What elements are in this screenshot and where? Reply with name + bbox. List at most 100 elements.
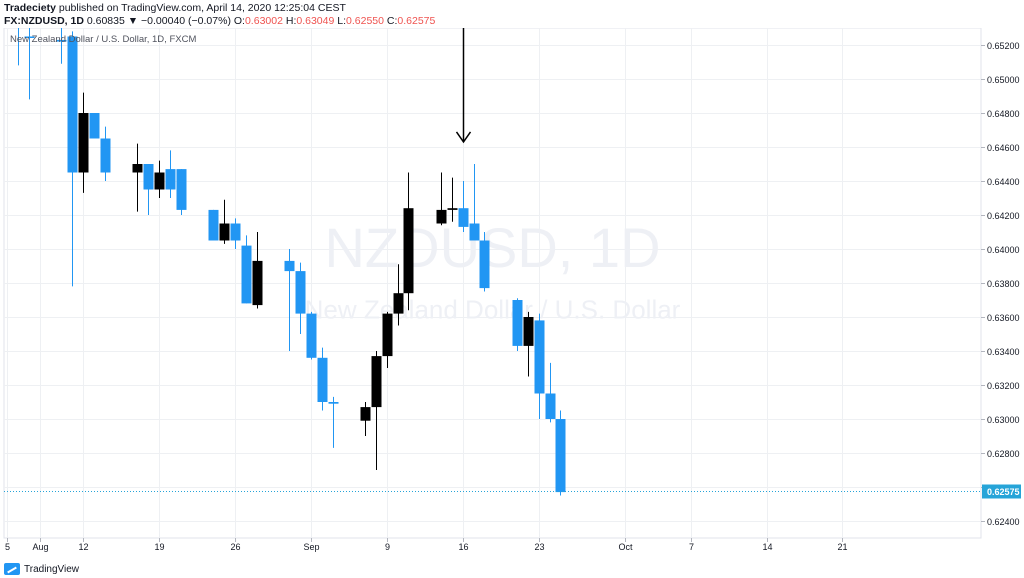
candle-body: [89, 113, 100, 139]
candle-body: [393, 293, 404, 314]
publish-info: Tradeciety published on TradingView.com,…: [4, 2, 346, 14]
candle: [458, 181, 469, 232]
y-tick-label: 0.64600: [987, 143, 1020, 153]
y-tick-label: 0.64200: [987, 211, 1020, 221]
candle-body: [403, 208, 414, 294]
x-tick-label: 26: [230, 542, 240, 552]
footer-brand[interactable]: TradingView: [24, 563, 80, 575]
candle-body: [100, 138, 111, 173]
y-tick-label: 0.63000: [987, 415, 1020, 425]
candle-body: [512, 300, 523, 346]
candle: [382, 311, 393, 368]
candle: [154, 160, 165, 198]
watermark-symbol: NZDUSD, 1D: [324, 216, 660, 279]
candle-body: [306, 313, 317, 358]
tradingview-logo-icon: [4, 563, 20, 575]
y-tick-label: 0.63200: [987, 381, 1020, 391]
candle-body: [165, 169, 176, 190]
candle: [241, 235, 252, 304]
x-tick-label: Sep: [303, 542, 319, 552]
candle-body: [230, 223, 241, 241]
candle: [512, 298, 523, 351]
candle: [89, 113, 100, 139]
candle: [18, 28, 19, 66]
candle: [100, 126, 111, 181]
author-name[interactable]: Tradeciety: [4, 2, 56, 14]
candle: [56, 28, 67, 64]
last-price-tag: [982, 484, 1021, 499]
footer: TradingView: [4, 560, 79, 578]
publish-text: published on TradingView.com, April 14, …: [58, 2, 346, 14]
low-label: L:: [337, 15, 347, 27]
y-tick-label: 0.65000: [987, 75, 1020, 85]
candle-body: [219, 223, 230, 241]
price-chart[interactable]: 0.624000.626000.628000.630000.632000.634…: [0, 28, 1024, 560]
candle: [306, 311, 317, 360]
y-tick-label: 0.64400: [987, 177, 1020, 187]
candle: [165, 150, 176, 198]
chart-header: Tradeciety published on TradingView.com,…: [0, 0, 1024, 28]
candle-body: [241, 245, 252, 304]
candle-body: [436, 209, 447, 224]
annotation-arrow-head: [455, 131, 472, 144]
y-tick-label: 0.63600: [987, 313, 1020, 323]
candle: [523, 311, 534, 377]
x-tick-label: 7: [689, 542, 694, 552]
candle: [393, 264, 404, 326]
y-tick-label: 0.63800: [987, 279, 1020, 289]
x-tick-label: Aug: [32, 542, 48, 552]
candle-body: [132, 164, 143, 173]
x-tick-label: 5: [5, 542, 10, 552]
candle-body: [143, 164, 154, 190]
candle: [328, 396, 339, 448]
open-label: O:: [233, 15, 245, 27]
candle-body: [469, 223, 480, 241]
candle: [555, 410, 566, 496]
candle: [176, 169, 187, 215]
candle-body: [555, 419, 566, 493]
candle-body: [78, 113, 89, 173]
candle-body: [523, 317, 534, 346]
y-tick-label: 0.62400: [987, 517, 1020, 527]
x-tick-label: 23: [534, 542, 544, 552]
candle-body: [382, 313, 393, 357]
symbol-label: FX:NZDUSD, 1D: [4, 15, 84, 27]
candle: [479, 232, 490, 292]
y-tick-label: 0.62800: [987, 449, 1020, 459]
candle-body: [545, 393, 556, 419]
low-value: 0.62550: [346, 15, 384, 27]
candle-body: [295, 271, 306, 314]
candle-body: [317, 357, 328, 402]
candle: [534, 313, 545, 419]
last-price: 0.60835: [86, 15, 125, 27]
candle: [143, 164, 154, 215]
x-tick-label: Oct: [618, 542, 633, 552]
candle: [230, 218, 241, 249]
candle: [436, 172, 447, 226]
candle-body: [176, 169, 187, 210]
x-tick-label: 16: [458, 542, 468, 552]
candle-body: [360, 407, 371, 421]
ohlc-line: FX:NZDUSD, 1D 0.60835 ▼ −0.00040 (−0.07%…: [4, 15, 435, 27]
candle: [403, 172, 414, 311]
close-label: C:: [386, 15, 398, 27]
x-tick-label: 21: [837, 542, 847, 552]
chart-legend: New Zealand Dollar / U.S. Dollar, 1D, FX…: [10, 34, 196, 45]
x-tick-label: 9: [385, 542, 390, 552]
high-value: 0.63049: [296, 15, 335, 27]
candle-body: [56, 39, 67, 42]
candle: [469, 164, 480, 241]
x-tick-label: 14: [762, 542, 772, 552]
candle: [252, 232, 263, 309]
watermark-name: New Zealand Dollar / U.S. Dollar: [305, 295, 681, 325]
last-price-tag-label: 0.62575: [987, 487, 1020, 497]
close-value: 0.62575: [397, 15, 436, 27]
candle-body: [447, 208, 458, 210]
candle-body: [534, 320, 545, 394]
candle: [284, 249, 295, 351]
candle: [295, 262, 306, 334]
y-tick-label: 0.64800: [987, 109, 1020, 119]
candle: [78, 92, 89, 193]
candle-body: [24, 36, 35, 38]
candle: [371, 351, 382, 470]
